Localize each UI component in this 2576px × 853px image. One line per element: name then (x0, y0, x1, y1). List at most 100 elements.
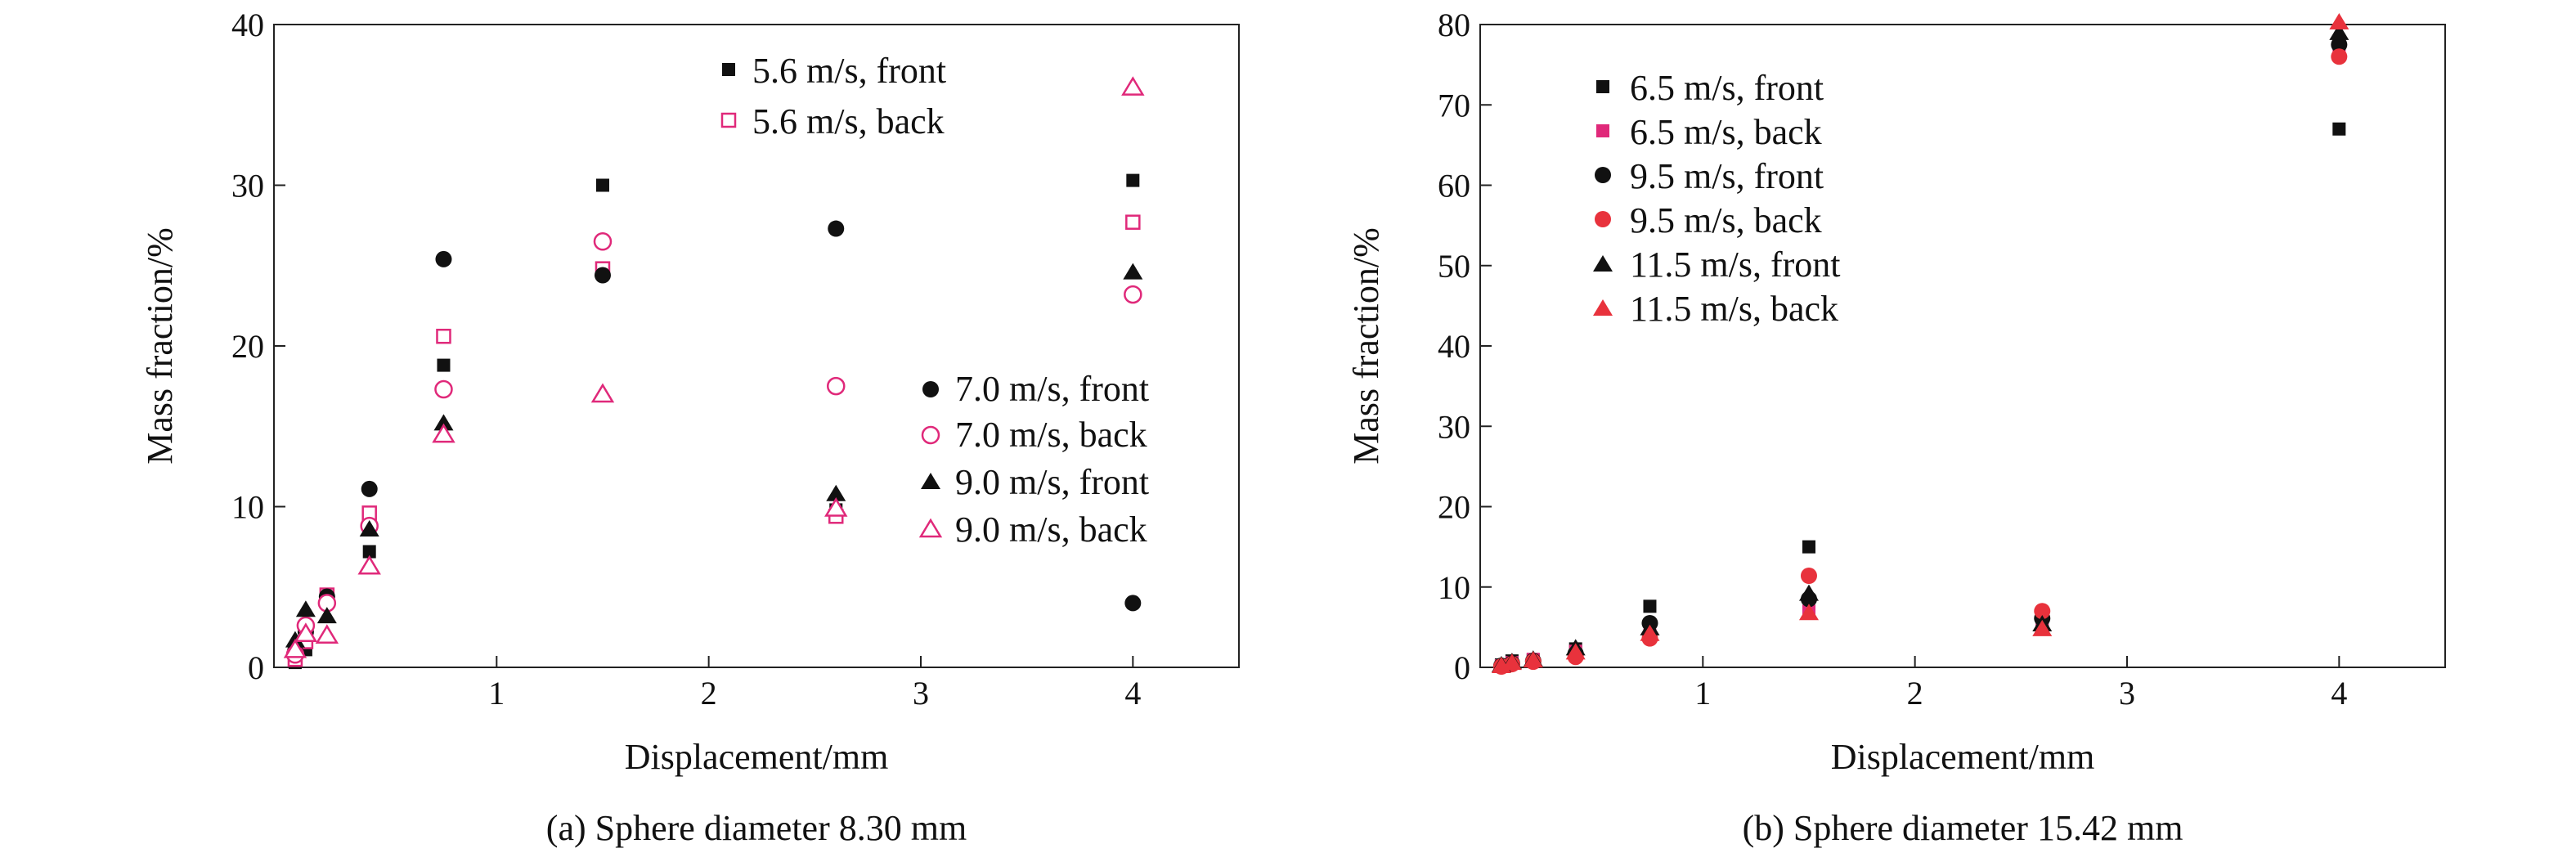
data-point (283, 638, 307, 658)
legend-a-top: 5.6 m/s, front 5.6 m/s, back (720, 51, 946, 141)
y-tick-label: 40 (1438, 328, 1470, 365)
y-axis-label-a: Mass fraction/% (140, 227, 180, 465)
y-tick-label: 0 (248, 649, 264, 686)
legend-label: 11.5 m/s, back (1630, 289, 1838, 329)
caption-a: (a) Sphere diameter 8.30 mm (546, 808, 967, 848)
data-point (1565, 643, 1586, 660)
legend-label: 7.0 m/s, back (955, 415, 1147, 455)
legend-marker-circle-filled (1595, 167, 1611, 183)
data-point (2331, 48, 2348, 65)
data-point (433, 414, 454, 431)
legend-marker-circle-filled (922, 381, 939, 397)
y-tick-label: 10 (231, 489, 264, 526)
data-point (434, 379, 453, 399)
y-tick-label: 20 (231, 328, 264, 365)
legend-b: 6.5 m/s, front 6.5 m/s, back 9.5 m/s, fr… (1593, 68, 1840, 329)
data-point (1124, 285, 1142, 304)
data-point (2034, 603, 2051, 620)
legend-marker-square-open (720, 112, 737, 128)
legend-marker-square-filled (1596, 124, 1609, 137)
legend-label: 6.5 m/s, front (1630, 68, 1824, 108)
y-tick-label: 10 (1438, 569, 1470, 606)
x-tick-label: 1 (488, 675, 505, 712)
data-point (1123, 263, 1143, 280)
legend-label: 6.5 m/s, back (1630, 112, 1822, 152)
legend-label: 5.6 m/s, front (752, 51, 946, 91)
data-point (2332, 122, 2346, 136)
data-marks-a (283, 76, 1145, 670)
data-point (1501, 653, 1522, 671)
legend-item: 6.5 m/s, back (1596, 112, 1822, 152)
legend-label: 5.6 m/s, back (752, 101, 945, 141)
caption-b: (b) Sphere diameter 15.42 mm (1743, 808, 2183, 848)
legend-item: 11.5 m/s, back (1593, 289, 1838, 329)
data-point (2032, 619, 2053, 636)
data-point (295, 600, 316, 617)
legend-item: 7.0 m/s, front (922, 369, 1149, 409)
data-point (432, 423, 456, 443)
data-point (2331, 36, 2348, 53)
x-tick-label: 3 (913, 675, 929, 712)
data-point (435, 250, 452, 267)
legend-marker-triangle-filled (1593, 299, 1613, 316)
data-point (436, 328, 451, 344)
legend-item: 5.6 m/s, front (722, 51, 946, 91)
data-point (590, 383, 615, 403)
y-tick-label: 70 (1438, 87, 1470, 123)
data-point (294, 622, 318, 642)
legend-item: 9.0 m/s, back (918, 510, 1147, 550)
data-point (594, 267, 611, 284)
data-point (593, 232, 613, 251)
x-axis-label-b: Displacement/mm (1831, 737, 2095, 777)
legend-marker-circle-open (921, 425, 940, 445)
legend-marker-square-filled (722, 63, 735, 76)
data-point (357, 554, 381, 575)
legend-label: 11.5 m/s, front (1630, 245, 1840, 285)
data-point (2329, 13, 2349, 30)
y-axis-label-b: Mass fraction/% (1346, 227, 1386, 465)
data-point (1125, 214, 1141, 230)
legend-marker-triangle-filled (1593, 255, 1613, 272)
y-tick-label: 20 (1438, 489, 1470, 526)
legend-item: 7.0 m/s, back (921, 415, 1147, 455)
plot-frame-b (1479, 24, 2446, 668)
legend-label: 9.0 m/s, front (955, 462, 1149, 502)
data-point (1121, 76, 1145, 96)
x-tick-label: 2 (1907, 675, 1923, 712)
y-tick-label: 60 (1438, 168, 1470, 204)
legend-label: 9.5 m/s, back (1630, 200, 1822, 240)
legend-marker-triangle-open (918, 518, 943, 538)
legend-marker-square-filled (1596, 80, 1609, 93)
legend-item: 11.5 m/s, front (1593, 245, 1840, 285)
data-point (1800, 567, 1817, 584)
data-point (1643, 599, 1657, 613)
x-tick-label: 1 (1694, 675, 1711, 712)
x-tick-label: 3 (2119, 675, 2135, 712)
legend-label: 9.0 m/s, back (955, 510, 1147, 550)
x-tick-label: 2 (701, 675, 717, 712)
data-point (437, 358, 451, 372)
legend-label: 9.5 m/s, front (1630, 156, 1824, 196)
data-point (1802, 540, 1815, 554)
y-tick-label: 30 (231, 168, 264, 204)
data-point (1124, 595, 1142, 612)
data-point (1126, 173, 1140, 187)
legend-item: 6.5 m/s, front (1596, 68, 1824, 108)
data-point (315, 624, 339, 644)
data-point (1798, 604, 1819, 621)
data-point (824, 497, 848, 517)
legend-label: 7.0 m/s, front (955, 369, 1149, 409)
legend-item: 5.6 m/s, back (720, 101, 945, 141)
legend-item: 9.0 m/s, front (921, 462, 1149, 502)
data-point (1523, 651, 1543, 668)
x-axis-label-a: Displacement/mm (625, 737, 889, 777)
data-point (361, 480, 378, 497)
data-point (826, 484, 846, 501)
legend-item: 9.5 m/s, front (1595, 156, 1824, 196)
data-point (828, 220, 845, 237)
legend-marker-circle-filled (1595, 211, 1611, 227)
y-tick-label: 80 (1438, 7, 1470, 43)
y-tick-label: 40 (231, 7, 264, 43)
